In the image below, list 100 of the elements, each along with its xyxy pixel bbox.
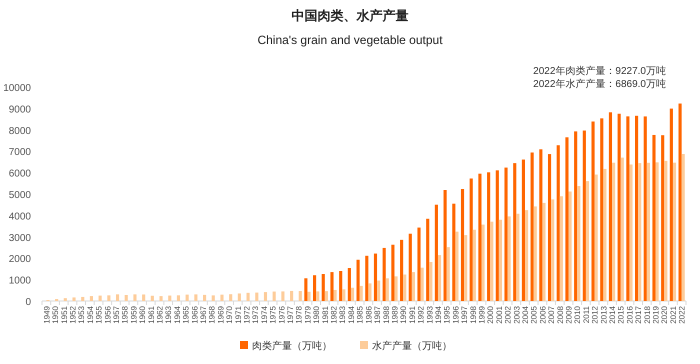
bar <box>348 268 351 301</box>
x-tick-label: 1977 <box>286 305 296 324</box>
y-tick-label: 7000 <box>8 147 32 158</box>
bar <box>72 297 76 301</box>
y-tick-label: 4000 <box>8 211 32 222</box>
bar <box>470 178 473 301</box>
bar <box>525 210 528 301</box>
x-tick-label: 1972 <box>242 305 252 324</box>
bar <box>203 294 206 301</box>
bar <box>508 216 511 301</box>
x-tick-label: 1994 <box>434 305 443 324</box>
bar <box>434 204 438 301</box>
x-tick-label: 2016 <box>625 305 634 324</box>
bar <box>342 289 346 301</box>
x-tick-label: 1970 <box>225 305 234 324</box>
bar <box>391 244 394 301</box>
bar <box>534 206 537 301</box>
bar <box>600 118 604 301</box>
y-tick-label: 1000 <box>8 276 32 287</box>
bar <box>330 272 334 301</box>
x-tick-label: 2000 <box>486 305 496 324</box>
x-tick-label: 1962 <box>155 305 164 324</box>
annotation: 2022年水产产量：6869.0万吨 <box>533 78 666 90</box>
x-tick-label: 1999 <box>477 305 486 324</box>
bar <box>272 292 276 301</box>
bar <box>334 290 337 301</box>
x-tick-label: 1979 <box>303 305 312 324</box>
x-tick-label: 1985 <box>356 305 365 324</box>
bar <box>212 295 215 301</box>
bar <box>313 275 316 301</box>
bar <box>556 145 560 301</box>
bar <box>478 174 482 301</box>
bar <box>360 286 363 301</box>
x-tick-label: 1973 <box>251 305 260 324</box>
bar <box>124 294 128 301</box>
x-tick-label: 2011 <box>582 305 591 324</box>
bar <box>496 170 499 301</box>
bar <box>408 234 412 301</box>
bar <box>429 262 432 301</box>
legend-label: 肉类产量（万吨） <box>252 340 332 352</box>
x-tick-label: 1991 <box>408 305 417 324</box>
bar <box>577 186 580 301</box>
x-tick-label: 1961 <box>146 305 156 324</box>
bar <box>365 256 368 301</box>
x-tick-label: 2021 <box>668 305 678 324</box>
bar <box>246 292 250 301</box>
bar <box>682 154 685 301</box>
x-tick-label: 1980 <box>312 305 322 324</box>
x-tick-label: 1968 <box>208 305 217 324</box>
x-tick-label: 1981 <box>320 305 330 324</box>
x-tick-label: 2008 <box>556 305 565 324</box>
bar <box>90 296 93 301</box>
bar <box>194 294 198 301</box>
x-tick-label: 2012 <box>590 305 600 324</box>
x-tick-label: 1993 <box>425 305 434 324</box>
x-tick-label: 1965 <box>182 305 191 324</box>
bar <box>107 295 110 301</box>
x-tick-label: 2003 <box>512 305 522 324</box>
x-tick-label: 2017 <box>634 305 644 324</box>
bar <box>542 202 546 301</box>
x-tick-label: 2014 <box>608 305 618 324</box>
y-tick-label: 6000 <box>8 168 32 180</box>
bar <box>516 214 520 301</box>
x-tick-label: 1987 <box>373 305 382 324</box>
bar <box>81 296 84 301</box>
bar <box>652 134 656 301</box>
bar <box>548 154 552 301</box>
x-tick-label: 1988 <box>382 305 391 324</box>
bar <box>560 196 563 301</box>
bar <box>150 296 154 301</box>
bar <box>620 158 624 301</box>
bar <box>400 240 404 301</box>
bar <box>229 294 232 301</box>
bar <box>487 172 490 301</box>
bar <box>438 255 442 301</box>
chart-subtitle: China's grain and vegetable output <box>257 33 444 47</box>
x-tick-label: 2010 <box>573 305 582 324</box>
bar <box>403 274 406 301</box>
y-tick-label: 3000 <box>8 232 32 244</box>
bar <box>64 298 67 301</box>
bar <box>629 164 633 301</box>
bar <box>626 116 630 301</box>
bar <box>603 168 606 301</box>
bar <box>638 163 642 301</box>
y-tick-label: 0 <box>25 297 32 308</box>
x-tick-label: 2018 <box>642 305 652 324</box>
x-tick-label: 2005 <box>530 305 539 324</box>
x-tick-label: 2006 <box>538 305 548 324</box>
bar <box>522 160 525 301</box>
x-tick-label: 2015 <box>616 305 626 324</box>
x-tick-label: 1992 <box>416 305 426 324</box>
x-tick-label: 1951 <box>60 305 69 324</box>
x-tick-label: 1959 <box>129 305 138 324</box>
bar <box>635 116 638 301</box>
bar <box>574 131 578 301</box>
bar <box>446 247 450 301</box>
bar <box>220 294 224 301</box>
x-tick-label: 2009 <box>564 305 574 324</box>
bar <box>307 292 311 301</box>
bar <box>281 291 284 301</box>
